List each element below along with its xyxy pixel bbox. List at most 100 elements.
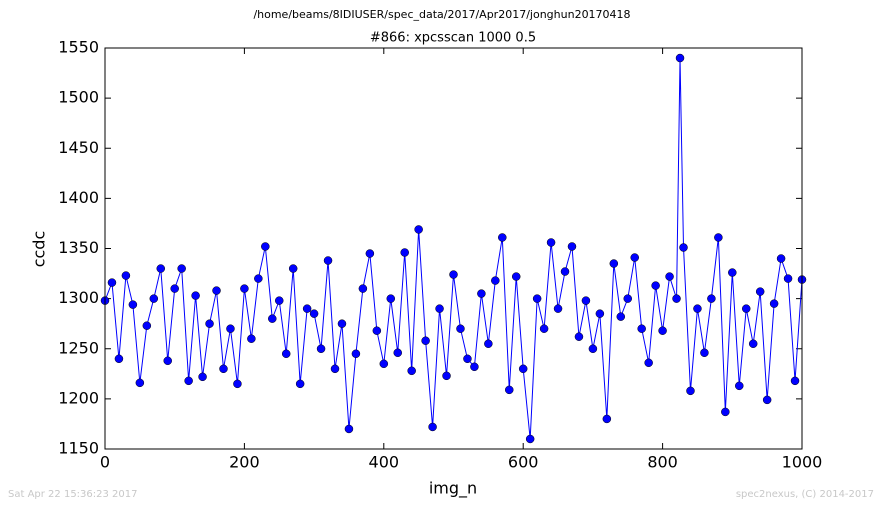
data-point bbox=[693, 304, 702, 313]
data-point bbox=[435, 304, 444, 313]
data-point bbox=[553, 304, 563, 313]
data-point bbox=[679, 243, 688, 252]
data-point bbox=[365, 249, 375, 258]
data-point bbox=[651, 281, 660, 290]
data-point bbox=[728, 268, 737, 277]
y-tick-label: 1500 bbox=[58, 88, 99, 107]
data-point bbox=[288, 264, 298, 273]
data-point bbox=[400, 248, 409, 257]
y-tick-label: 1150 bbox=[58, 439, 99, 458]
data-point bbox=[226, 324, 235, 333]
y-tick-label: 1200 bbox=[58, 388, 99, 407]
data-point bbox=[191, 291, 200, 300]
data-point bbox=[428, 422, 437, 432]
data-point bbox=[477, 289, 486, 298]
data-point bbox=[735, 381, 744, 391]
data-point bbox=[525, 434, 535, 444]
data-point bbox=[107, 278, 117, 287]
data-point bbox=[449, 270, 458, 279]
data-point bbox=[247, 334, 256, 343]
data-point bbox=[456, 324, 465, 333]
data-point bbox=[581, 296, 591, 305]
data-point bbox=[254, 274, 263, 283]
data-point bbox=[421, 336, 430, 345]
data-point bbox=[623, 294, 632, 303]
plot-frame bbox=[104, 47, 803, 450]
data-point bbox=[484, 339, 493, 348]
y-tick-label: 1250 bbox=[58, 338, 99, 357]
data-point bbox=[672, 294, 681, 303]
data-point bbox=[121, 271, 131, 280]
data-point bbox=[295, 379, 305, 389]
data-point bbox=[135, 378, 145, 388]
data-point bbox=[344, 424, 354, 434]
data-line bbox=[104, 58, 803, 440]
footer-right: spec2nexus, (C) 2014-2017 bbox=[736, 489, 874, 500]
data-point bbox=[142, 321, 152, 330]
suptitle: /home/beams/8IDIUSER/spec_data/2017/Apr2… bbox=[253, 8, 630, 21]
data-point bbox=[386, 294, 396, 303]
y-tick-label: 1300 bbox=[58, 288, 99, 307]
data-point bbox=[658, 326, 667, 335]
data-point bbox=[769, 299, 779, 308]
data-point bbox=[574, 332, 584, 341]
data-point bbox=[518, 364, 528, 374]
data-point bbox=[302, 304, 312, 313]
y-tick-label: 1550 bbox=[58, 38, 99, 57]
data-point bbox=[414, 225, 423, 234]
data-point bbox=[351, 349, 361, 359]
data-point bbox=[240, 284, 249, 293]
data-point bbox=[776, 254, 786, 263]
data-point bbox=[686, 386, 695, 396]
data-point bbox=[498, 233, 507, 242]
data-point bbox=[379, 359, 389, 369]
data-point bbox=[442, 371, 451, 381]
footer-left: Sat Apr 22 15:36:23 2017 bbox=[8, 489, 138, 500]
x-tick-label: 400 bbox=[369, 453, 400, 472]
data-point bbox=[163, 356, 172, 366]
x-tick-label: 200 bbox=[229, 453, 260, 472]
data-point bbox=[588, 344, 598, 353]
y-tick-label: 1400 bbox=[58, 188, 99, 207]
data-point bbox=[491, 276, 500, 285]
data-point bbox=[219, 364, 228, 374]
data-point bbox=[261, 242, 270, 251]
data-point bbox=[212, 286, 221, 295]
data-point bbox=[707, 294, 716, 303]
data-point bbox=[170, 284, 179, 293]
chart-title: #866: xpcsscan 1000 0.5 bbox=[370, 31, 536, 46]
data-point bbox=[665, 272, 674, 281]
data-point bbox=[407, 366, 416, 376]
data-point bbox=[316, 344, 326, 353]
data-point bbox=[762, 395, 772, 405]
data-point bbox=[790, 376, 800, 386]
data-point bbox=[560, 267, 570, 276]
data-point bbox=[714, 233, 723, 242]
data-point bbox=[205, 319, 214, 328]
data-point bbox=[330, 364, 340, 374]
data-point bbox=[539, 324, 549, 333]
data-point bbox=[114, 354, 124, 364]
data-point bbox=[616, 312, 626, 321]
x-axis-label: img_n bbox=[429, 479, 477, 499]
data-point bbox=[198, 372, 207, 382]
data-point bbox=[505, 385, 514, 395]
data-point bbox=[281, 349, 291, 359]
data-point bbox=[128, 300, 138, 309]
data-point bbox=[741, 304, 751, 313]
data-point bbox=[177, 264, 186, 273]
data-point bbox=[149, 294, 159, 303]
data-point bbox=[783, 274, 793, 283]
data-point bbox=[268, 314, 277, 323]
y-tick-label: 1350 bbox=[58, 238, 99, 257]
data-point bbox=[275, 296, 284, 305]
y-axis-label: ccdc bbox=[30, 231, 49, 268]
x-tick-label: 0 bbox=[100, 453, 110, 472]
data-point bbox=[595, 309, 605, 318]
data-point bbox=[644, 358, 653, 368]
data-point bbox=[337, 319, 347, 328]
data-point bbox=[700, 348, 709, 358]
data-point bbox=[567, 242, 577, 251]
